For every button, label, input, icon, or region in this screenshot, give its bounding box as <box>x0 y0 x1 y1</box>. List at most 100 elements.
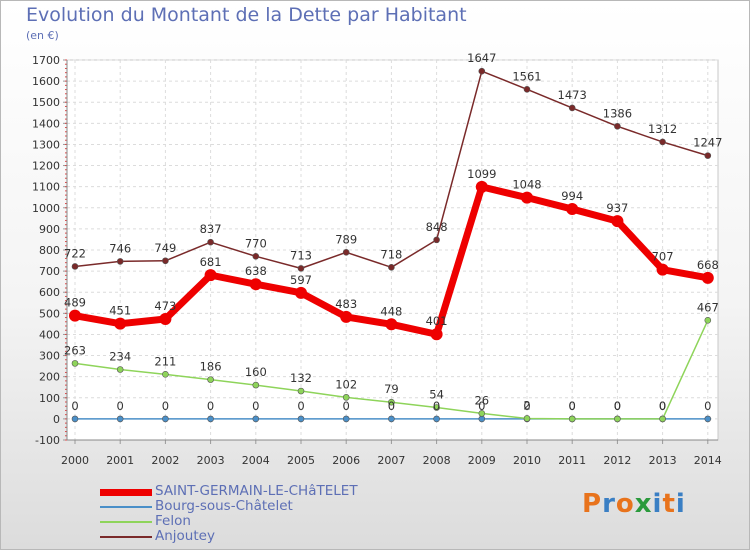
data-label: 54 <box>429 387 444 401</box>
data-point <box>69 309 81 322</box>
y-tick-label: 200 <box>39 371 60 384</box>
x-tick-label: 2013 <box>649 454 677 467</box>
legend-swatch <box>100 521 152 523</box>
data-point <box>475 180 488 193</box>
x-tick-label: 2007 <box>377 454 405 467</box>
y-tick-label: 1400 <box>32 117 60 130</box>
data-point <box>71 360 79 367</box>
data-point <box>478 410 486 417</box>
data-label: 707 <box>652 250 674 264</box>
data-point <box>656 263 669 276</box>
data-point <box>704 152 712 159</box>
legend-label: Felon <box>155 513 191 529</box>
data-label: 994 <box>561 189 583 203</box>
legend-swatch <box>100 506 152 508</box>
data-point <box>701 271 714 284</box>
data-point <box>252 381 260 389</box>
data-label: 401 <box>426 314 448 328</box>
x-tick-label: 2009 <box>468 454 496 467</box>
data-point <box>433 415 440 423</box>
data-point <box>614 122 621 130</box>
data-point <box>433 236 440 244</box>
data-point <box>116 258 124 265</box>
data-label: 234 <box>109 349 131 363</box>
data-point <box>249 278 262 291</box>
data-label: 0 <box>71 399 78 413</box>
data-label: 0 <box>523 399 530 413</box>
data-point <box>114 317 127 330</box>
data-point <box>116 415 124 423</box>
x-tick-label: 2004 <box>242 454 270 467</box>
data-label: 0 <box>433 399 440 413</box>
data-label: 837 <box>200 222 222 236</box>
data-label: 1386 <box>603 106 632 120</box>
data-point <box>207 415 214 423</box>
data-label: 718 <box>380 247 402 261</box>
data-point <box>342 394 350 401</box>
data-point <box>430 328 443 341</box>
data-label: 0 <box>659 399 666 413</box>
data-label: 0 <box>614 399 621 413</box>
data-point <box>342 415 350 423</box>
y-tick-label: -100 <box>35 434 60 447</box>
data-label: 848 <box>426 220 448 234</box>
data-point <box>71 263 79 270</box>
data-label: 2 <box>523 398 530 412</box>
y-tick-label: 1200 <box>32 160 60 173</box>
data-label: 102 <box>335 377 357 391</box>
data-label: 1473 <box>558 88 587 102</box>
data-point <box>659 138 666 146</box>
x-tick-label: 2005 <box>287 454 315 467</box>
x-tick-label: 2002 <box>151 454 179 467</box>
x-tick-label: 2011 <box>558 454 586 467</box>
legend-label: SAINT-GERMAIN-LE-CHâTELET <box>155 483 358 499</box>
data-label: 1099 <box>467 167 496 181</box>
data-label: 638 <box>245 264 267 278</box>
y-tick-label: 1600 <box>32 75 60 88</box>
data-label: 0 <box>659 399 666 413</box>
data-label: 160 <box>245 365 267 379</box>
legend-item: Felon <box>100 514 460 529</box>
logo-letter: t <box>662 489 676 519</box>
data-point <box>162 257 169 265</box>
logo-letter: o <box>615 489 635 519</box>
data-point <box>295 286 307 299</box>
data-label: 467 <box>697 300 719 314</box>
data-point <box>568 104 576 112</box>
data-label: 597 <box>290 273 312 287</box>
data-point <box>523 86 531 93</box>
data-label: 186 <box>200 360 222 374</box>
proxiti-logo: Proxiti <box>582 489 686 519</box>
data-label: 132 <box>290 371 312 385</box>
data-point <box>659 415 666 423</box>
data-point <box>704 316 712 324</box>
y-tick-label: 700 <box>39 265 60 278</box>
x-tick-label: 2012 <box>603 454 631 467</box>
y-tick-label: 1300 <box>32 138 60 151</box>
data-point <box>207 238 214 246</box>
legend-item: Bourg-sous-Châtelet <box>100 499 460 514</box>
data-label: 0 <box>614 399 621 413</box>
data-label: 489 <box>64 296 86 310</box>
y-tick-label: 900 <box>39 223 60 236</box>
data-label: 0 <box>388 399 395 413</box>
data-point <box>568 415 576 423</box>
logo-letter: i <box>652 489 663 519</box>
data-point <box>204 269 217 282</box>
data-label: 0 <box>478 399 485 413</box>
data-label: 79 <box>384 382 399 396</box>
data-point <box>388 398 395 406</box>
logo-letter: i <box>675 489 686 519</box>
data-point <box>297 415 305 423</box>
data-label: 26 <box>474 393 489 407</box>
data-point <box>566 203 579 216</box>
data-point <box>388 415 395 423</box>
legend-label: Bourg-sous-Châtelet <box>155 498 293 514</box>
data-label: 1647 <box>467 51 496 65</box>
data-label: 681 <box>200 255 222 269</box>
data-label: 1561 <box>512 69 541 83</box>
data-label: 0 <box>252 399 259 413</box>
data-point <box>207 376 214 383</box>
data-label: 1048 <box>512 178 541 192</box>
